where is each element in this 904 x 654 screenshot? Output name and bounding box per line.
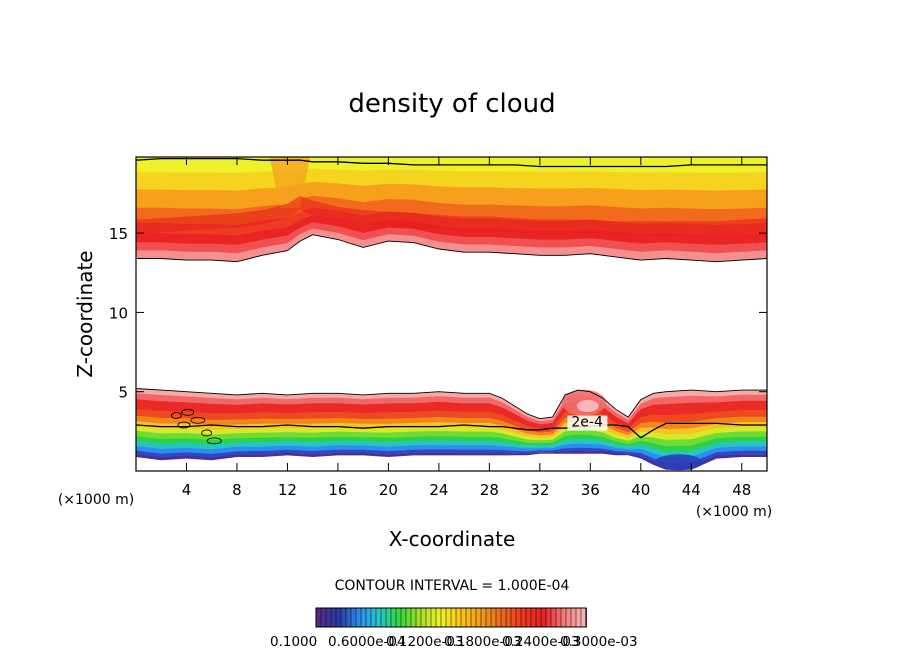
contour-cell: [181, 408, 195, 416]
y-axis-title: Z-coordinate: [73, 250, 97, 377]
lower-layer-band: [136, 409, 767, 433]
lower-layer-band: [136, 388, 767, 422]
upper-layer-band: [136, 222, 767, 254]
lower-layer-band: [136, 415, 767, 436]
colorbar-frame: [315, 607, 587, 628]
contour-cell: [170, 412, 182, 419]
y-tick-label: 10: [109, 304, 128, 322]
upper-layer-band: [136, 215, 767, 246]
lower-layer-band: [136, 399, 767, 430]
lower-layer-band: [136, 439, 767, 458]
x-tick-label: 8: [232, 481, 242, 499]
x-tick-label: 36: [581, 481, 600, 499]
x-axis-ticks: 4 8 12 16 20 24 28 32 36 40 44 48: [182, 157, 751, 499]
colorbar-labels: 0.1000 0.6000e-040.1200e-030.1800e-030.24…: [270, 634, 638, 650]
upper-cloud-layer: [136, 157, 767, 263]
lower-layer-band: [136, 393, 767, 425]
lower-layer-roll-core: [576, 399, 599, 412]
upper-layer-warm-column: [269, 157, 311, 208]
x-unit-left: (×1000 m): [58, 492, 134, 508]
contour-cell: [201, 429, 213, 437]
contour-upper-bottom: [136, 234, 767, 263]
chart-title: density of cloud: [348, 89, 555, 119]
x-tick-label: 12: [278, 481, 297, 499]
x-tick-label: 20: [379, 481, 398, 499]
x-tick-label: 48: [732, 481, 751, 499]
y-axis-ticks: 5 10 15: [109, 225, 767, 402]
lower-layer-surface-pocket: [654, 454, 703, 471]
contour-cell: [177, 421, 191, 429]
plot-area: 2e-4: [136, 157, 767, 471]
colorbar-label: 0.1000: [270, 634, 317, 650]
lower-layer-band: [136, 451, 767, 470]
contour-lower-top: [136, 388, 767, 420]
colorbar-label: 0.2400e-03: [502, 634, 580, 650]
colorbar-label: 0.1800e-03: [444, 634, 522, 650]
contour-interval-text: CONTOUR INTERVAL = 1.000E-04: [335, 578, 570, 594]
x-tick-label: 16: [328, 481, 347, 499]
x-axis-title: X-coordinate: [389, 527, 516, 551]
x-tick-label: 40: [631, 481, 650, 499]
lower-layer-band: [136, 429, 767, 447]
colorbar-label: 0.3000e-03: [560, 634, 638, 650]
contour-label-background: [567, 415, 608, 431]
plot-frame: [135, 156, 768, 472]
contour-2e-4: [136, 422, 767, 439]
x-tick-label: 32: [530, 481, 549, 499]
lower-layer-band: [136, 443, 767, 463]
contour-cell: [190, 416, 206, 424]
x-tick-label: 44: [682, 481, 701, 499]
lower-cloud-layer: [136, 388, 767, 471]
contour-cell: [206, 437, 222, 445]
upper-layer-core: [136, 195, 767, 236]
y-tick-label: 15: [109, 225, 128, 243]
contour-label: 2e-4: [571, 415, 603, 431]
x-unit-right: (×1000 m): [696, 504, 772, 520]
x-tick-label: 4: [182, 481, 192, 499]
colorbar-label: 0.6000e-04: [328, 634, 406, 650]
x-tick-label: 28: [480, 481, 499, 499]
x-tick-label: 24: [429, 481, 448, 499]
lower-layer-band: [136, 425, 767, 441]
lower-layer-band: [136, 434, 767, 452]
y-tick-label: 5: [118, 384, 128, 402]
colorbar-label: 0.1200e-03: [386, 634, 464, 650]
upper-layer-band: [136, 228, 767, 263]
colorbar: [315, 607, 587, 628]
